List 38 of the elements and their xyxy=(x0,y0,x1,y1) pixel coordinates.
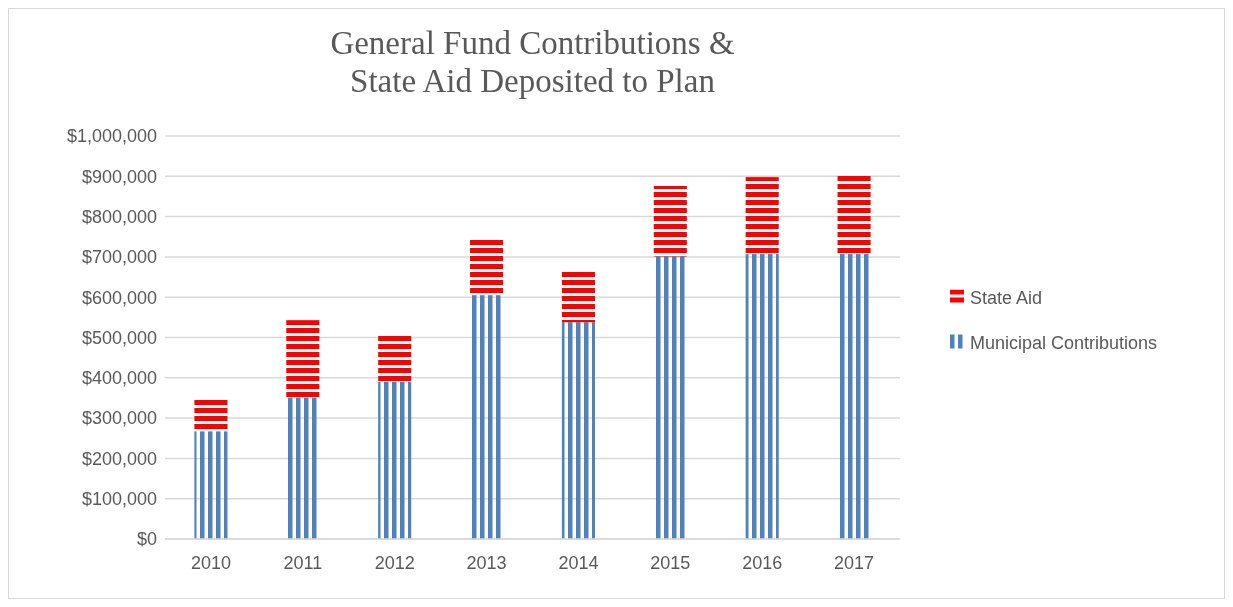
x-tick-label: 2016 xyxy=(742,553,783,573)
x-tick-label: 2017 xyxy=(834,553,875,573)
y-tick-label: $500,000 xyxy=(81,327,157,348)
bar xyxy=(561,322,595,539)
y-tick-label: $900,000 xyxy=(81,166,157,187)
y-tick-label: $100,000 xyxy=(81,489,157,509)
x-tick-label: 2013 xyxy=(466,553,507,573)
y-tick-label: $800,000 xyxy=(81,206,157,227)
y-tick-label: $300,000 xyxy=(81,408,157,429)
legend-label: State Aid xyxy=(970,287,1043,308)
x-tick-label: 2011 xyxy=(283,553,323,573)
bar xyxy=(470,295,504,539)
chart-title: General Fund Contributions & State Aid Deposited to Plan xyxy=(330,25,735,99)
y-tick-label: $600,000 xyxy=(81,287,157,308)
bar xyxy=(286,397,320,539)
bar xyxy=(194,431,228,539)
bar xyxy=(378,335,412,382)
y-tick-label: $200,000 xyxy=(81,448,157,469)
bar xyxy=(745,254,779,539)
bar xyxy=(745,177,779,255)
y-tick-label: $700,000 xyxy=(81,247,157,268)
x-tick-label: 2014 xyxy=(558,553,599,573)
bar xyxy=(837,254,871,539)
bar xyxy=(837,175,871,255)
bar xyxy=(378,381,412,539)
x-tick-label: 2015 xyxy=(650,553,691,573)
x-tick-label: 2010 xyxy=(190,553,231,573)
bar xyxy=(653,185,687,257)
y-tick-label: $0 xyxy=(136,529,157,550)
bar xyxy=(470,239,504,296)
bar xyxy=(194,399,228,432)
y-tick-label: $1,000,000 xyxy=(66,126,157,147)
bar xyxy=(653,256,687,539)
y-tick-label: $400,000 xyxy=(81,368,157,389)
bar xyxy=(561,270,595,323)
legend-label: Municipal Contributions xyxy=(970,332,1158,353)
bar xyxy=(286,320,320,398)
x-tick-label: 2012 xyxy=(374,553,415,573)
